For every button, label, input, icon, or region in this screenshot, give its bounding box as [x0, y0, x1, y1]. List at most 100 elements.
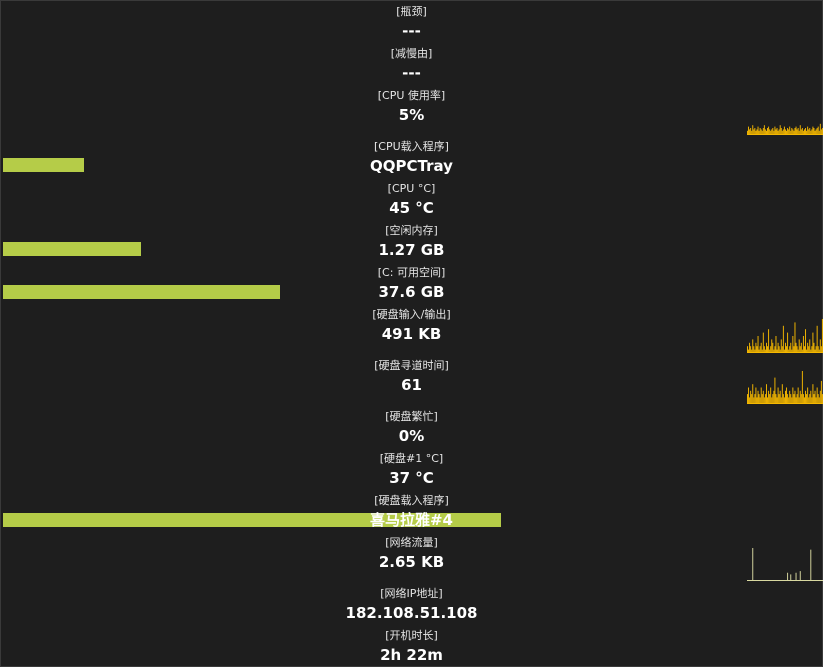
spark-bar — [749, 129, 751, 135]
spark-bar — [780, 339, 782, 353]
metric-label: [硬盘寻道时间] — [374, 359, 449, 372]
spark-bar — [790, 394, 792, 404]
sparkline-disk-seek-time — [747, 371, 823, 404]
spark-baseline — [747, 134, 823, 135]
metric-label: [硬盘#1 °C] — [379, 452, 444, 465]
spark-bar — [800, 342, 802, 353]
sparkline-cpu-usage — [747, 121, 823, 135]
spark-bar — [792, 129, 794, 135]
usage-bar-free-memory — [3, 242, 141, 256]
spark-bar — [752, 339, 754, 353]
spark-bar — [793, 130, 795, 135]
spark-bar — [757, 390, 759, 404]
spark-bar — [791, 397, 793, 404]
spark-bar — [809, 394, 811, 404]
spark-bar — [808, 397, 810, 404]
spark-bar — [763, 346, 765, 353]
spark-bar — [817, 126, 819, 135]
spark-bar — [810, 130, 812, 135]
metric-value: 2h 22m — [380, 646, 443, 664]
spark-bar — [756, 397, 758, 404]
spark-bar — [754, 349, 756, 353]
spark-bar — [809, 339, 811, 353]
spark-bar — [806, 349, 808, 353]
metric-value: 2.65 KB — [378, 553, 445, 571]
spark-bar — [778, 394, 780, 404]
spark-bar — [748, 349, 750, 353]
spark-bar — [777, 387, 779, 404]
spark-bar — [810, 549, 812, 581]
spark-bar — [771, 397, 773, 404]
spark-bar — [799, 125, 801, 135]
spark-bar — [767, 128, 769, 135]
metric-value: --- — [402, 22, 421, 40]
spark-bar — [785, 129, 786, 135]
spark-bar — [816, 387, 818, 404]
metric-label: [网络IP地址] — [380, 587, 443, 600]
spark-baseline — [747, 403, 823, 404]
spark-bar — [751, 349, 753, 353]
spark-bar — [802, 394, 804, 404]
spark-bar — [798, 339, 800, 353]
spark-bar — [764, 394, 766, 404]
spark-bar — [768, 329, 770, 353]
spark-bar — [795, 572, 797, 581]
spark-bar — [774, 346, 776, 353]
spark-bar — [770, 346, 772, 353]
spark-bar — [764, 129, 766, 135]
spark-bar — [800, 394, 802, 404]
spark-bar — [753, 346, 755, 353]
metric-value: 37 °C — [389, 469, 434, 487]
spark-bar — [768, 126, 770, 135]
spark-bar — [800, 129, 802, 135]
spark-bar — [816, 325, 818, 353]
spark-bar — [764, 349, 766, 353]
spark-bar — [762, 390, 764, 404]
spark-bar — [797, 349, 799, 353]
spark-bar — [814, 390, 816, 404]
spark-bar — [772, 394, 774, 404]
spark-bar — [763, 397, 765, 404]
spark-baseline — [747, 352, 823, 353]
metric-value: 1.27 GB — [378, 241, 445, 259]
spark-bar — [807, 387, 809, 404]
spark-bar — [793, 346, 795, 353]
spark-bar — [747, 130, 748, 135]
spark-bar — [750, 390, 752, 404]
spark-bar — [771, 339, 773, 353]
spark-bar — [781, 130, 783, 135]
spark-bar — [769, 349, 771, 353]
metric-label: [CPU °C] — [387, 182, 436, 195]
spark-bar — [747, 346, 748, 353]
spark-bar — [788, 349, 790, 353]
spark-bar — [819, 123, 821, 135]
spark-bar — [815, 397, 817, 404]
spark-bar — [820, 380, 822, 404]
spark-bar — [771, 129, 773, 135]
spark-bar — [754, 394, 756, 404]
spark-bar — [787, 128, 789, 135]
spark-bar — [774, 377, 776, 404]
metric-value: 喜马拉雅#4 — [369, 511, 453, 529]
metric-label: [硬盘载入程序] — [374, 494, 449, 507]
metric-value: QQPCTray — [370, 157, 453, 175]
usage-bar-cpu-load-program — [3, 158, 84, 172]
spark-bar — [801, 128, 803, 135]
spark-bar — [796, 346, 798, 353]
metric-value: 37.6 GB — [378, 283, 445, 301]
spark-bar — [752, 384, 754, 404]
spark-bar — [813, 394, 815, 404]
spark-bar — [812, 126, 814, 135]
spark-bar — [805, 329, 807, 353]
spark-bar — [753, 397, 755, 404]
spark-bar — [772, 128, 774, 135]
spark-bar — [805, 390, 807, 404]
spark-bar — [819, 339, 821, 353]
spark-bar — [788, 129, 790, 135]
metric-label: [网络流量] — [385, 536, 438, 549]
spark-bar — [780, 397, 782, 404]
spark-bar — [756, 346, 758, 353]
spark-bar — [776, 128, 778, 135]
spark-bar — [817, 394, 819, 404]
spark-bar — [776, 397, 778, 404]
